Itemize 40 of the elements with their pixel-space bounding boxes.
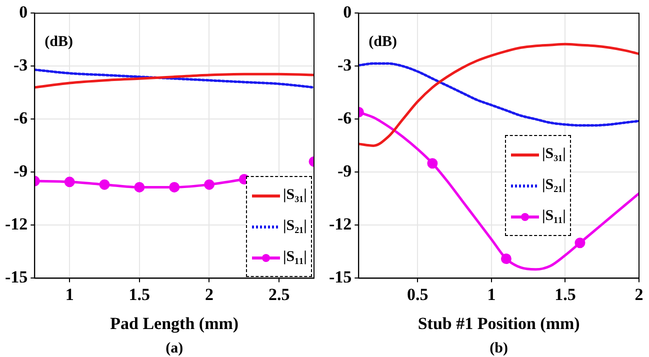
y-tick-label: -6 bbox=[13, 108, 28, 128]
y-tick-label: 0 bbox=[343, 2, 352, 22]
y-tick-label: -3 bbox=[337, 56, 352, 75]
line-series bbox=[358, 62, 639, 127]
line-series bbox=[34, 68, 314, 89]
x-tick-label: 2 bbox=[634, 284, 644, 304]
point bbox=[134, 182, 145, 192]
legend-label: |S₂₁| bbox=[542, 177, 566, 194]
point bbox=[204, 179, 214, 190]
x-tick-label: 1.5 bbox=[554, 284, 576, 304]
x-axis-title: Stub #1 Position (mm) bbox=[418, 314, 580, 334]
y-axis-title: (dB) bbox=[368, 34, 398, 50]
legend-label: |S₁₁| bbox=[283, 249, 307, 266]
x-tick-label: 2.5 bbox=[268, 284, 290, 304]
legend-label: |S₂₁| bbox=[283, 218, 307, 236]
y-tick-label: -15 bbox=[328, 268, 352, 287]
point bbox=[64, 176, 75, 188]
y-tick-label: -9 bbox=[13, 162, 28, 181]
point bbox=[99, 179, 110, 190]
legend-label: |S₃₁| bbox=[542, 146, 566, 164]
y-tick-label: -6 bbox=[337, 108, 352, 128]
y-tick-label: -12 bbox=[4, 214, 28, 234]
legend-label: |S₁₁| bbox=[542, 208, 566, 226]
y-tick-label: -3 bbox=[13, 56, 28, 75]
x-tick-label: 1 bbox=[65, 284, 74, 304]
y-tick-label: -12 bbox=[328, 214, 352, 234]
y-axis-title: (dB) bbox=[44, 34, 74, 50]
x-tick-label: 1 bbox=[487, 284, 496, 304]
y-tick-label: 0 bbox=[19, 2, 28, 22]
line-series bbox=[34, 72, 314, 89]
x-tick-label: 2 bbox=[205, 284, 214, 304]
text: (a) bbox=[166, 340, 184, 356]
x-tick-label: 0.5 bbox=[407, 284, 428, 304]
text: (b) bbox=[490, 340, 508, 356]
x-tick-label: 1.5 bbox=[128, 284, 150, 304]
point bbox=[169, 182, 180, 192]
y-tick-label: -15 bbox=[4, 268, 28, 287]
x-axis-title: Pad Length (mm) bbox=[110, 314, 239, 334]
y-tick-label: -9 bbox=[337, 162, 352, 181]
legend-label: |S₃₁| bbox=[283, 187, 307, 204]
